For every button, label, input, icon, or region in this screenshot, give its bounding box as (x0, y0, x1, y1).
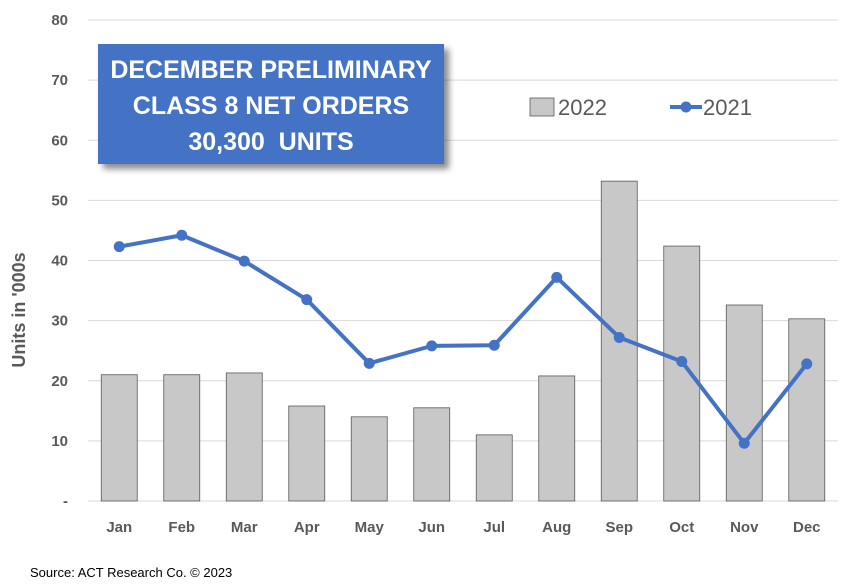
y-tick-label: 60 (51, 132, 68, 149)
line-point (613, 331, 625, 343)
y-tick-label: 80 (51, 12, 68, 29)
source-note: Source: ACT Research Co. © 2023 (30, 565, 233, 580)
bar (350, 416, 388, 502)
bar (663, 245, 701, 502)
x-tick-label: Jun (418, 519, 445, 536)
y-axis-ticks: - 10 20 30 40 50 60 70 80 (51, 12, 68, 510)
bar (288, 405, 326, 502)
x-tick-label: Mar (231, 519, 258, 536)
y-tick-label: 70 (51, 72, 68, 89)
legend-swatch-marker (680, 101, 692, 113)
y-tick-label: 10 (51, 433, 68, 450)
line-point (801, 358, 813, 370)
legend-label-2022: 2022 (558, 95, 607, 120)
series-line (118, 233, 809, 446)
annotation-line-3: 30,300 UNITS (188, 128, 354, 156)
bar (100, 374, 138, 502)
bar (475, 434, 513, 502)
legend: 2022 2021 (529, 95, 752, 120)
bar (538, 375, 576, 502)
bar (413, 407, 451, 502)
x-tick-label: May (355, 519, 385, 536)
x-tick-label: Oct (669, 519, 694, 536)
bar (225, 372, 263, 502)
annotation-line-2: CLASS 8 NET ORDERS (132, 92, 410, 120)
line-point (113, 241, 125, 253)
line-point (301, 294, 313, 306)
annotation-box: DECEMBER PRELIMINARY CLASS 8 NET ORDERS … (98, 44, 444, 164)
legend-label-2021: 2021 (703, 95, 752, 120)
y-tick-label: 30 (51, 313, 68, 330)
line-point (488, 339, 500, 351)
x-tick-label: Sep (605, 519, 633, 536)
x-axis-ticks: Jan Feb Mar Apr May Jun Jul Aug Sep Oct Nov Dec (106, 519, 820, 536)
x-tick-label: Jan (106, 519, 132, 536)
annotation-line-1: DECEMBER PRELIMINARY (110, 56, 432, 84)
x-tick-label: Dec (793, 519, 821, 536)
x-tick-label: Nov (730, 519, 759, 536)
x-tick-label: Apr (294, 519, 320, 536)
y-axis-label: Units in '000s (9, 252, 29, 367)
line-point (176, 229, 188, 241)
bar (725, 304, 763, 502)
line-point (738, 437, 750, 449)
line-point (426, 340, 438, 352)
y-tick-label: - (63, 493, 68, 510)
bar-series-2022 (100, 180, 826, 502)
y-tick-label: 20 (51, 373, 68, 390)
line-point (238, 255, 250, 267)
y-tick-label: 50 (51, 192, 68, 209)
bar (788, 318, 826, 502)
x-tick-label: Feb (168, 519, 195, 536)
bar (163, 374, 201, 502)
x-tick-label: Aug (542, 519, 571, 536)
line-series-2021 (113, 229, 813, 449)
legend-swatch-bar (529, 97, 555, 117)
x-tick-label: Jul (483, 519, 505, 536)
line-point (363, 357, 375, 369)
line-point (551, 271, 563, 283)
line-point (676, 356, 688, 368)
y-tick-label: 40 (51, 253, 68, 270)
